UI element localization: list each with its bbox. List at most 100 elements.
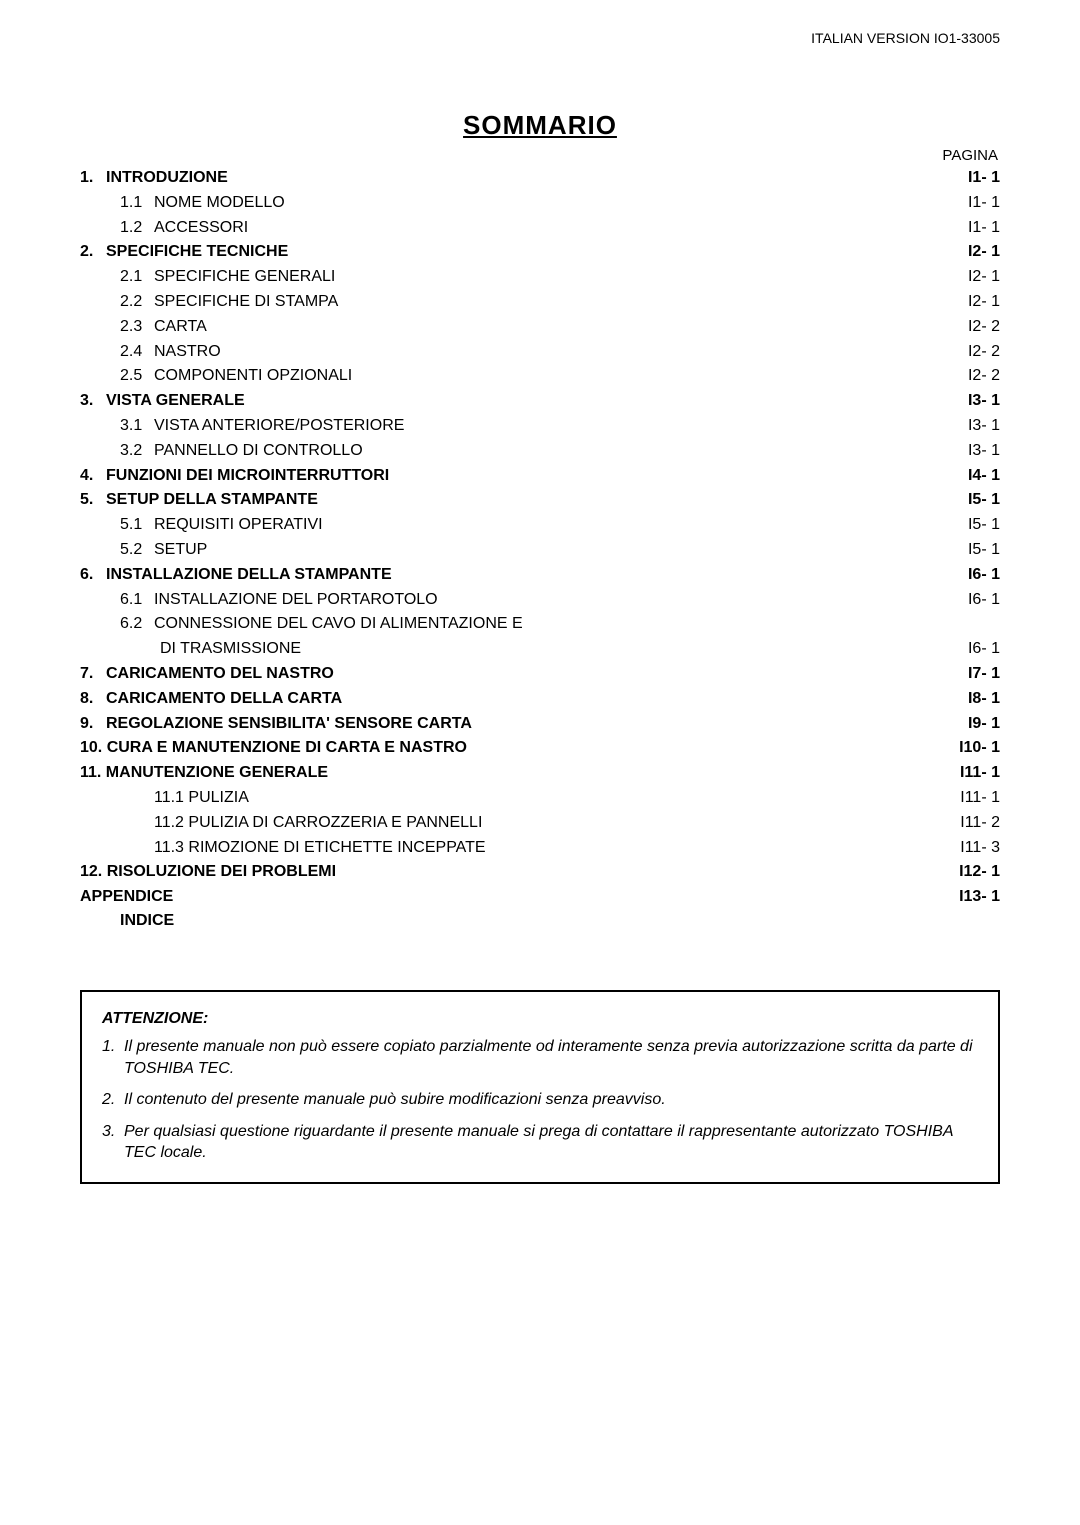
toc-page: I7- 1 [948,662,1000,687]
toc-row: 6.2CONNESSIONE DEL CAVO DI ALIMENTAZIONE… [80,612,1000,637]
toc-number: 5.1 [120,513,154,538]
toc-number: 2.4 [120,340,154,365]
toc-page: I11- 3 [948,836,1000,861]
toc-label: INSTALLAZIONE DEL PORTAROTOLO [154,588,438,613]
toc-label: VISTA ANTERIORE/POSTERIORE [154,414,404,439]
toc-page: I2- 2 [948,315,1000,340]
header-version: ITALIAN VERSION IO1-33005 [811,30,1000,46]
toc-label: ACCESSORI [154,216,248,241]
toc-number: 2.5 [120,364,154,389]
toc-label: 11.3 RIMOZIONE DI ETICHETTE INCEPPATE [154,836,486,861]
toc-page: I13- 1 [948,885,1000,910]
toc-row: DI TRASMISSIONE I6- 1 [80,637,1000,662]
attention-list: 1.Il presente manuale non può essere cop… [102,1036,978,1164]
toc-label: NASTRO [154,340,221,365]
toc-label: 12. RISOLUZIONE DEI PROBLEMI [80,860,336,885]
toc-page: I2- 1 [948,290,1000,315]
toc-label: FUNZIONI DEI MICROINTERRUTTORI [106,464,389,489]
toc-number: 4. [80,464,106,489]
toc-row: 3.1VISTA ANTERIORE/POSTERIORE I3- 1 [80,414,1000,439]
attention-title: ATTENZIONE: [102,1010,978,1028]
toc-number: 3.2 [120,439,154,464]
toc-page: I3- 1 [948,439,1000,464]
toc-label: 11.2 PULIZIA DI CARROZZERIA E PANNELLI [154,811,482,836]
page-title-wrap: SOMMARIO [80,110,1000,141]
toc-row: 1.2ACCESSORI I1- 1 [80,216,1000,241]
toc-row: 11.2 PULIZIA DI CARROZZERIA E PANNELLII1… [80,811,1000,836]
toc-row: 5.2SETUPI5- 1 [80,538,1000,563]
toc-row: 7.CARICAMENTO DEL NASTRO I7- 1 [80,662,1000,687]
toc-number: 6.1 [120,588,154,613]
toc-label: REQUISITI OPERATIVI [154,513,323,538]
toc-page: I5- 1 [948,488,1000,513]
toc-row: 9.REGOLAZIONE SENSIBILITA' SENSORE CARTA… [80,712,1000,737]
table-of-contents: 1.INTRODUZIONEI1- 11.1NOME MODELLOI1- 11… [80,166,1000,910]
toc-row: 12. RISOLUZIONE DEI PROBLEMI I12- 1 [80,860,1000,885]
toc-label: CONNESSIONE DEL CAVO DI ALIMENTAZIONE E [154,612,523,637]
toc-page: I5- 1 [948,538,1000,563]
indice-label: INDICE [80,912,1000,930]
toc-row: 6.1INSTALLAZIONE DEL PORTAROTOLO I6- 1 [80,588,1000,613]
toc-row: 1.INTRODUZIONEI1- 1 [80,166,1000,191]
toc-number: 5. [80,488,106,513]
toc-page: I1- 1 [948,166,1000,191]
toc-page: I1- 1 [948,216,1000,241]
toc-label: 10. CURA E MANUTENZIONE DI CARTA E NASTR… [80,736,467,761]
toc-page: I6- 1 [948,637,1000,662]
toc-row: 3.2PANNELLO DI CONTROLLOI3- 1 [80,439,1000,464]
toc-row: 4.FUNZIONI DEI MICROINTERRUTTORI I4- 1 [80,464,1000,489]
attention-item: 1.Il presente manuale non può essere cop… [102,1036,978,1079]
toc-row: 11.1 PULIZIAI11- 1 [80,786,1000,811]
toc-row: 6.INSTALLAZIONE DELLA STAMPANTEI6- 1 [80,563,1000,588]
toc-label: REGOLAZIONE SENSIBILITA' SENSORE CARTA [106,712,472,737]
toc-label: 11. MANUTENZIONE GENERALE [80,761,328,786]
toc-page: I9- 1 [948,712,1000,737]
toc-label: CARICAMENTO DEL NASTRO [106,662,334,687]
toc-row: 11.3 RIMOZIONE DI ETICHETTE INCEPPATE I11… [80,836,1000,861]
toc-row: 1.1NOME MODELLO I1- 1 [80,191,1000,216]
toc-label: APPENDICE [80,885,173,910]
toc-page: I2- 2 [948,340,1000,365]
toc-number: 1. [80,166,106,191]
toc-row: 2.4NASTRO I2- 2 [80,340,1000,365]
toc-row: APPENDICE I13- 1 [80,885,1000,910]
attention-item-number: 1. [102,1036,124,1079]
toc-page: I3- 1 [948,414,1000,439]
toc-page: I6- 1 [948,588,1000,613]
attention-item: 3.Per qualsiasi questione riguardante il… [102,1121,978,1164]
toc-label: SETUP DELLA STAMPANTE [106,488,318,513]
toc-number: 5.2 [120,538,154,563]
toc-number: 3.1 [120,414,154,439]
pagina-label: PAGINA [80,147,1000,164]
toc-number: 6.2 [120,612,154,637]
attention-box: ATTENZIONE: 1.Il presente manuale non pu… [80,990,1000,1184]
toc-number: 1.2 [120,216,154,241]
toc-page: I12- 1 [948,860,1000,885]
attention-item-text: Per qualsiasi questione riguardante il p… [124,1121,978,1164]
toc-number: 1.1 [120,191,154,216]
toc-label: CARTA [154,315,207,340]
toc-label: DI TRASMISSIONE [160,637,301,662]
toc-page: I1- 1 [948,191,1000,216]
toc-number: 7. [80,662,106,687]
toc-label: SPECIFICHE DI STAMPA [154,290,338,315]
toc-label: SPECIFICHE GENERALI [154,265,335,290]
toc-page: I2- 1 [948,265,1000,290]
toc-row: 5.SETUP DELLA STAMPANTE I5- 1 [80,488,1000,513]
toc-row: 2.2SPECIFICHE DI STAMPAI2- 1 [80,290,1000,315]
toc-row: 2.3CARTAI2- 2 [80,315,1000,340]
toc-page: I2- 1 [948,240,1000,265]
toc-label: NOME MODELLO [154,191,285,216]
toc-label: SPECIFICHE TECNICHE [106,240,288,265]
toc-number: 2.1 [120,265,154,290]
toc-label: COMPONENTI OPZIONALI [154,364,352,389]
toc-number: 8. [80,687,106,712]
toc-number: 9. [80,712,106,737]
attention-item-number: 3. [102,1121,124,1164]
attention-item-text: Il contenuto del presente manuale può su… [124,1089,978,1111]
toc-label: 11.1 PULIZIA [154,786,249,811]
toc-label: VISTA GENERALE [106,389,245,414]
toc-page: I4- 1 [948,464,1000,489]
toc-row: 3.VISTA GENERALEI3- 1 [80,389,1000,414]
toc-page: I2- 2 [948,364,1000,389]
